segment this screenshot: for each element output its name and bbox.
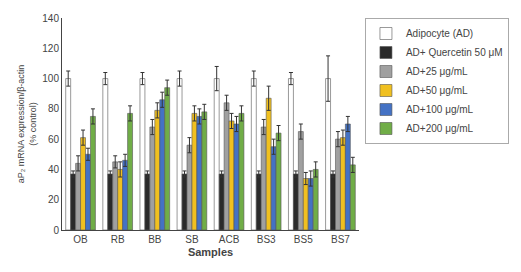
svg-text:ACB: ACB <box>219 234 240 245</box>
svg-text:AD+100 μg/mL: AD+100 μg/mL <box>406 104 474 115</box>
svg-text:BB: BB <box>148 234 162 245</box>
svg-text:60: 60 <box>48 134 60 145</box>
svg-text:AD+ Quercetin 50 μM: AD+ Quercetin 50 μM <box>406 47 503 58</box>
svg-text:140: 140 <box>42 13 59 24</box>
svg-text:SB: SB <box>185 234 199 245</box>
svg-text:AD+200 μg/mL: AD+200 μg/mL <box>406 123 474 134</box>
svg-text:BS5: BS5 <box>294 234 313 245</box>
svg-text:20: 20 <box>48 194 60 205</box>
svg-text:Samples: Samples <box>188 246 233 258</box>
svg-text:AD+50 μg/mL: AD+50 μg/mL <box>406 85 468 96</box>
svg-text:Adipocyte (AD): Adipocyte (AD) <box>406 28 473 39</box>
svg-text:40: 40 <box>48 164 60 175</box>
svg-text:BS7: BS7 <box>331 234 350 245</box>
svg-text:80: 80 <box>48 103 60 114</box>
svg-text:100: 100 <box>42 73 59 84</box>
svg-text:0: 0 <box>53 225 59 236</box>
svg-text:OB: OB <box>73 234 88 245</box>
svg-text:BS3: BS3 <box>257 234 276 245</box>
svg-text:AD+25 μg/mL: AD+25 μg/mL <box>406 66 468 77</box>
svg-text:RB: RB <box>111 234 125 245</box>
svg-text:120: 120 <box>42 43 59 54</box>
svg-text:aP₂ mRNA expression/β-actin(%: aP₂ mRNA expression/β-actin(% control) <box>16 65 38 184</box>
